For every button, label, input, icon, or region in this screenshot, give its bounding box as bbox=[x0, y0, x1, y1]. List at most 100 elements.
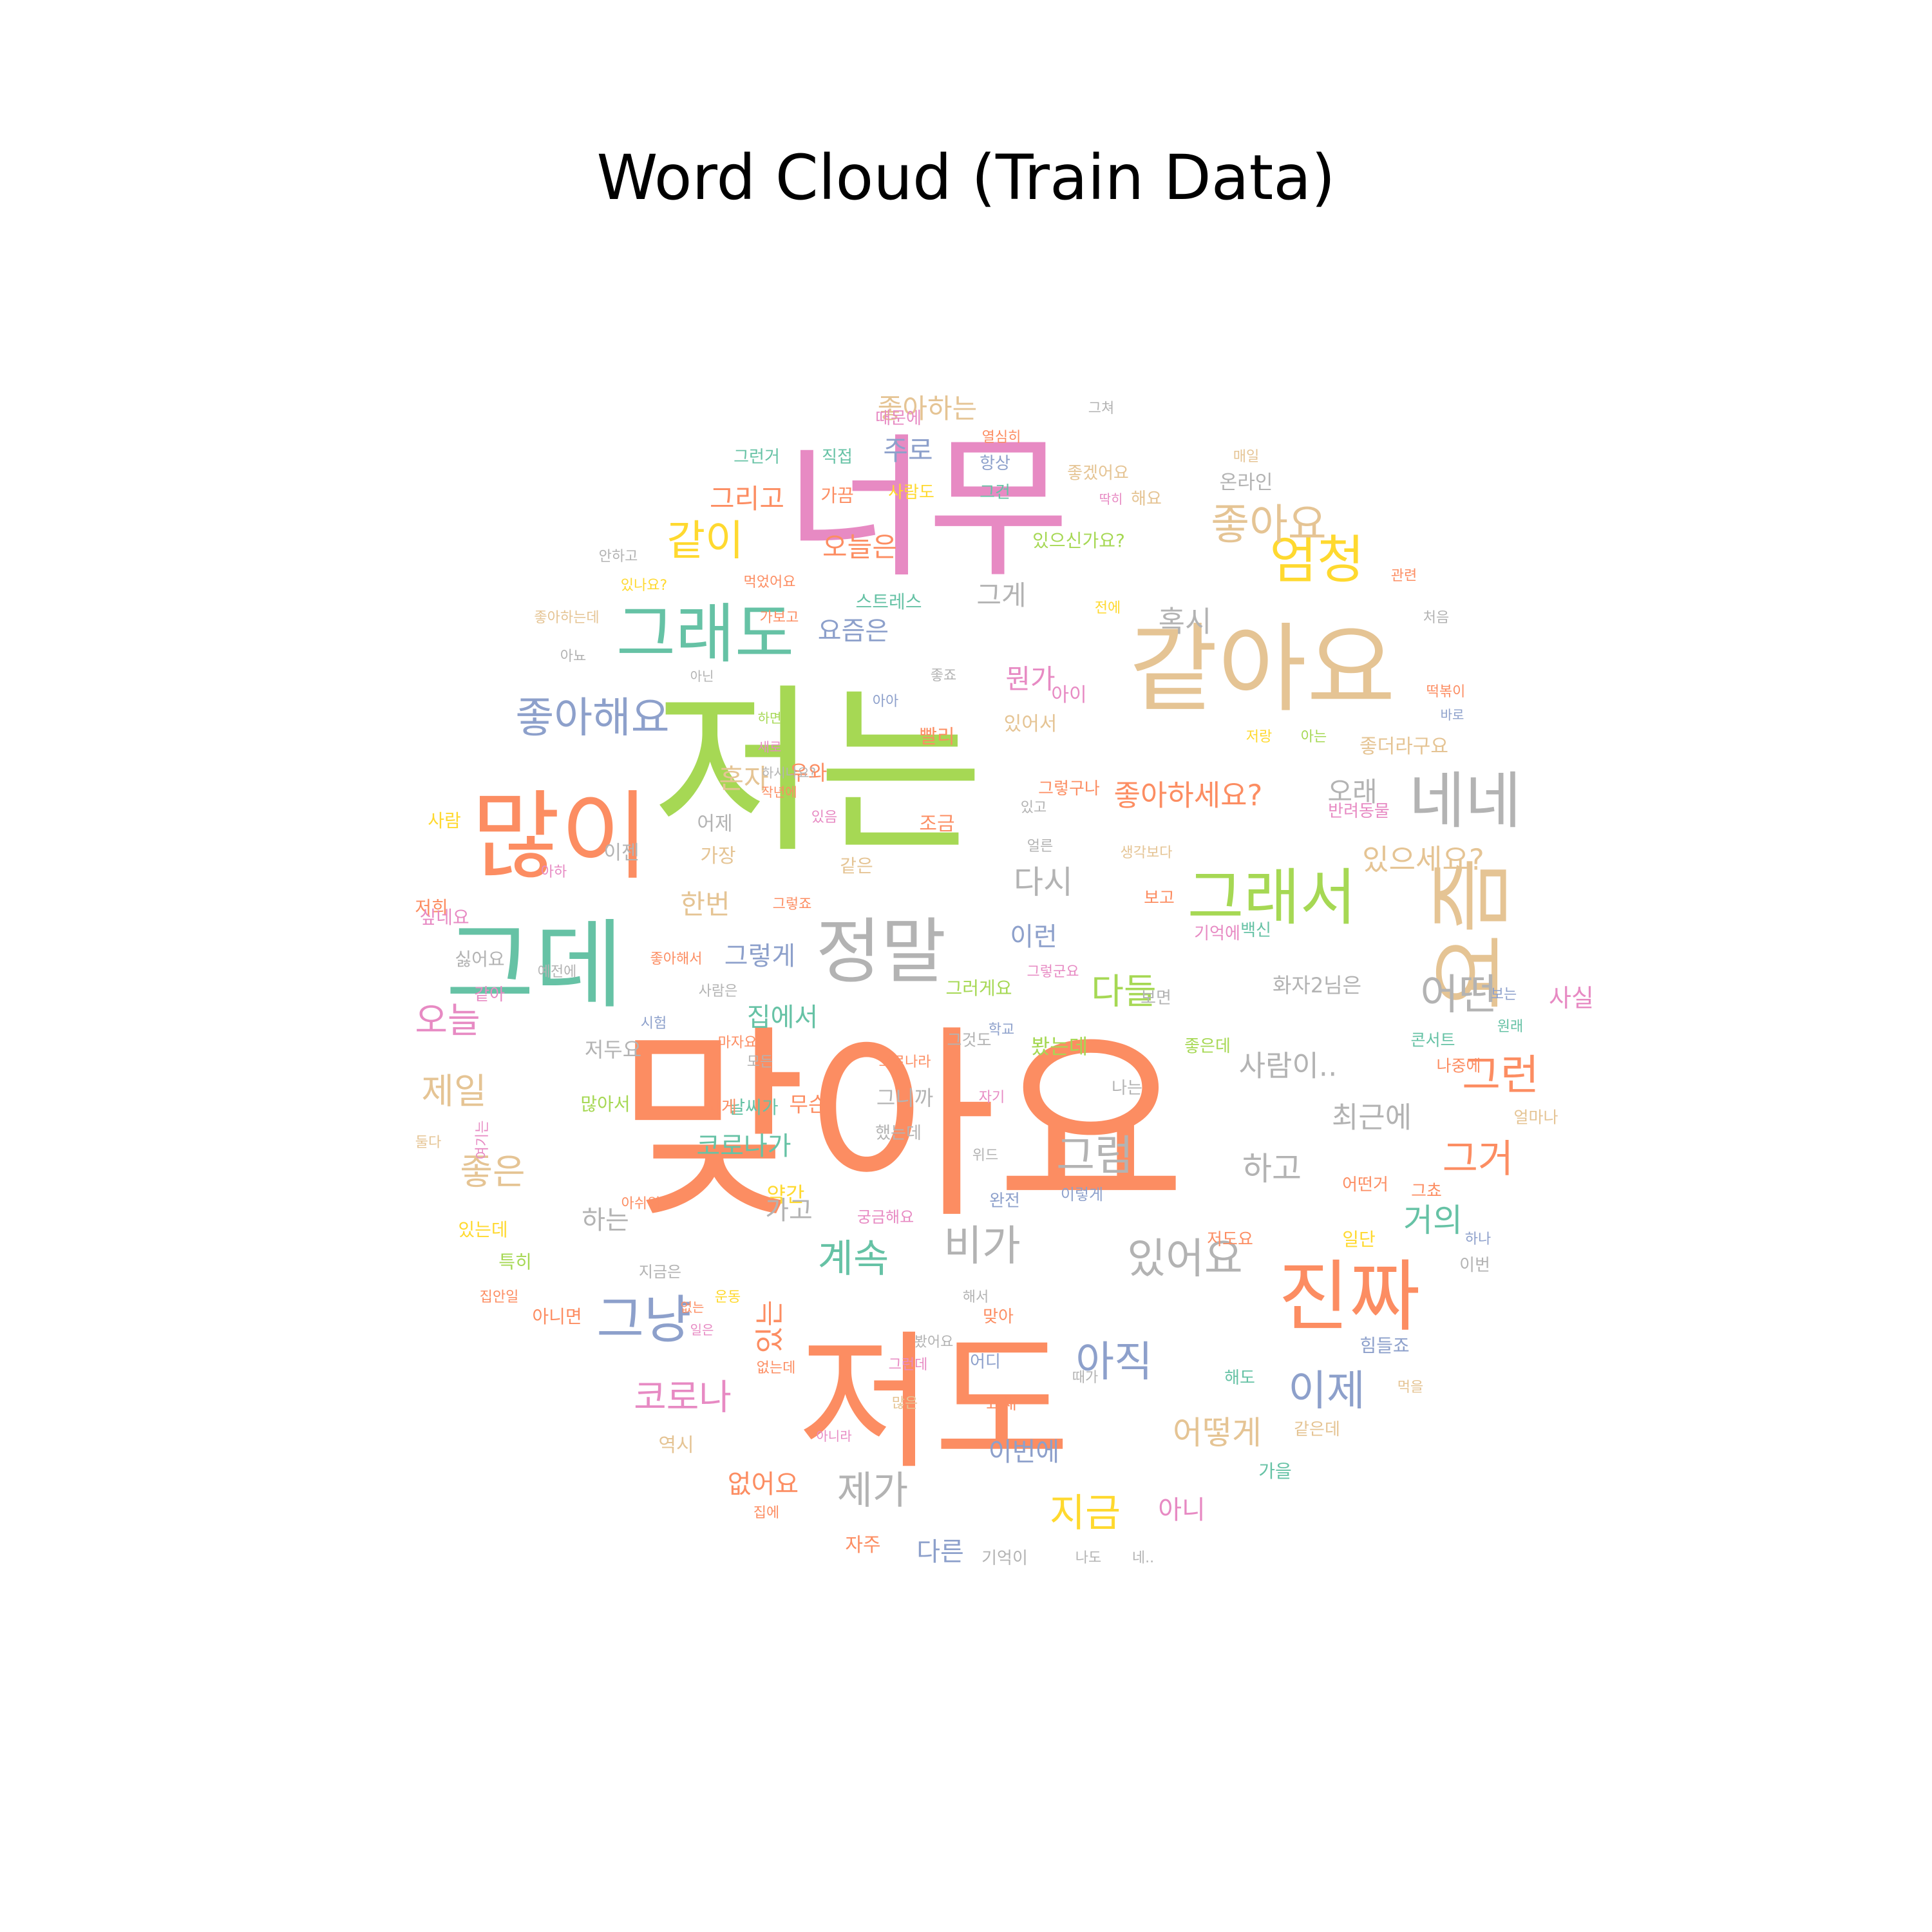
word-cloud-word: 같아 bbox=[474, 985, 505, 1005]
word-cloud-word: 좋아해서 bbox=[650, 951, 703, 967]
word-cloud-word: 해요 bbox=[1131, 489, 1162, 509]
word-cloud-word: 사실 bbox=[1549, 984, 1594, 1012]
word-cloud-word: 그쳐 bbox=[1088, 401, 1115, 417]
word-cloud-word: 다시 bbox=[1014, 864, 1073, 901]
word-cloud-word: 좋아하는데 bbox=[534, 610, 600, 626]
word-cloud-word: 약간 bbox=[766, 1182, 805, 1207]
word-cloud-word: 원래 bbox=[1497, 1019, 1524, 1035]
word-cloud-word: 아는 bbox=[1300, 729, 1327, 745]
word-cloud-word: 자주 bbox=[845, 1534, 881, 1557]
word-cloud-word: 보면 bbox=[1141, 989, 1171, 1008]
word-cloud-word: 정말 bbox=[815, 911, 947, 993]
word-cloud-word: 처음 bbox=[1423, 610, 1450, 626]
word-cloud-word: 비가 bbox=[943, 1222, 1021, 1271]
word-cloud-word: 때가 bbox=[1072, 1370, 1099, 1386]
word-cloud-word: 진짜 bbox=[1278, 1253, 1421, 1342]
word-cloud-word: 좋은데 bbox=[1184, 1037, 1231, 1056]
word-cloud-word: 그런 bbox=[1462, 1051, 1539, 1100]
word-cloud-word: 떡볶이 bbox=[1426, 684, 1466, 700]
word-cloud-word: 백신 bbox=[1240, 921, 1271, 940]
word-cloud-word: 코로나라 bbox=[878, 1054, 931, 1070]
word-cloud-word: 나도 bbox=[1075, 1550, 1102, 1566]
word-cloud-word: 예전에 bbox=[537, 964, 577, 980]
word-cloud-word: 어디 bbox=[970, 1352, 1001, 1372]
word-cloud-word: 하는 bbox=[582, 1206, 629, 1235]
word-cloud-word: 그게 bbox=[976, 580, 1027, 611]
word-cloud-word: 운동 bbox=[714, 1289, 741, 1305]
word-cloud-word: 있는 bbox=[752, 1300, 787, 1354]
word-cloud-word: 그거 bbox=[1442, 1137, 1514, 1182]
word-cloud-word: 싫어요 bbox=[455, 949, 505, 970]
word-cloud-word: 하나 bbox=[1464, 1231, 1492, 1247]
word-cloud-word: 있으세요? bbox=[1362, 842, 1484, 877]
word-cloud-word: 여기는 bbox=[475, 1120, 491, 1160]
word-cloud-word: 저도 bbox=[797, 1318, 1070, 1490]
word-cloud-word: 같은데 bbox=[1294, 1420, 1340, 1439]
word-cloud-word: 그것도 bbox=[947, 1030, 992, 1050]
word-cloud-word: 어떤거 bbox=[1342, 1175, 1388, 1195]
word-cloud-word: 사람은 bbox=[698, 983, 738, 999]
word-cloud-word: 아이 bbox=[1051, 684, 1087, 706]
word-cloud-word: 집에 bbox=[753, 1505, 780, 1521]
word-cloud-word: 없는 bbox=[680, 1300, 705, 1315]
word-cloud-word: 이제 bbox=[1288, 1367, 1365, 1416]
word-cloud-word: 화자2님은 bbox=[1272, 973, 1362, 998]
word-cloud-word: 날씨가 bbox=[728, 1097, 779, 1118]
word-cloud-word: 있나요? bbox=[620, 578, 668, 594]
word-cloud-word: 특히 bbox=[498, 1251, 532, 1273]
word-cloud-word: 빨리 bbox=[919, 726, 955, 748]
word-cloud-word: 있어요 bbox=[1127, 1235, 1243, 1283]
word-cloud-word: 요즘은 bbox=[817, 616, 889, 646]
word-cloud-word: 혼자 bbox=[719, 763, 769, 795]
word-cloud-word: 있고 bbox=[1020, 800, 1047, 816]
word-cloud-word: 콘서트 bbox=[1410, 1030, 1455, 1050]
word-cloud-word: 그렇구나 bbox=[1038, 779, 1100, 799]
word-cloud-word: 최근에 bbox=[1331, 1100, 1412, 1135]
word-cloud-word: 열심히 bbox=[981, 430, 1021, 446]
word-cloud-word: 그렇게 bbox=[724, 942, 796, 971]
word-cloud-word: 이젠 bbox=[603, 842, 639, 864]
word-cloud-word: 같이 bbox=[667, 516, 744, 565]
word-cloud-word: 하고 bbox=[1242, 1150, 1302, 1188]
word-cloud-word: 없어요 bbox=[727, 1470, 799, 1499]
word-cloud-word: 역시 bbox=[658, 1434, 694, 1457]
word-cloud-word: 좋더라구요 bbox=[1359, 735, 1448, 758]
word-cloud-word: 봤어요 bbox=[914, 1334, 954, 1350]
word-cloud-word: 지금 bbox=[1049, 1491, 1121, 1536]
word-cloud-word: 저희 bbox=[415, 897, 448, 918]
word-cloud-word: 좋겠어요 bbox=[1067, 464, 1129, 483]
word-cloud-word: 우와 bbox=[789, 761, 828, 785]
word-cloud-word: 나중에 bbox=[1436, 1056, 1481, 1075]
word-cloud-word: 아직 bbox=[1075, 1338, 1153, 1387]
word-cloud-word: 항상 bbox=[980, 454, 1010, 473]
word-cloud-word: 있음 bbox=[811, 810, 838, 826]
word-cloud-word: 이런 bbox=[1010, 922, 1057, 952]
word-cloud-word: 그런거 bbox=[734, 448, 780, 467]
word-cloud-word: 사람 bbox=[428, 810, 461, 831]
word-cloud-word: 없는데 bbox=[756, 1360, 796, 1376]
word-cloud-word: 어떤 bbox=[1420, 971, 1497, 1019]
word-cloud-word: 딱히 bbox=[1099, 491, 1123, 507]
word-cloud-word: 먹었어요 bbox=[743, 574, 796, 591]
word-cloud-word: 안하고 bbox=[598, 549, 638, 565]
word-cloud-word: 관련 bbox=[1390, 568, 1417, 584]
word-cloud-word: 아뇨 bbox=[560, 649, 587, 665]
word-cloud-word: 때문에 bbox=[875, 409, 922, 428]
word-cloud-word: 봤는데 bbox=[1030, 1034, 1088, 1059]
word-cloud-word: 뭔가 bbox=[1005, 663, 1056, 695]
word-cloud-word: 하시나요? bbox=[761, 765, 817, 781]
word-cloud-word: 자기 bbox=[978, 1090, 1005, 1106]
word-cloud-word: 있는데 bbox=[458, 1219, 508, 1240]
word-cloud-word: 작년에 bbox=[761, 784, 797, 800]
word-cloud-word: 좋아요 bbox=[1211, 500, 1327, 549]
word-cloud-word: 이번 bbox=[1459, 1256, 1490, 1275]
word-cloud-word: 코로나 bbox=[634, 1376, 732, 1418]
word-cloud-word: 온라인 bbox=[1219, 471, 1273, 494]
word-cloud-word: 지금은 bbox=[638, 1263, 682, 1281]
word-cloud-word: 그러게요 bbox=[945, 978, 1012, 999]
word-cloud-word: 많은 bbox=[891, 1396, 918, 1412]
word-cloud-word: 오래 bbox=[1327, 776, 1378, 808]
word-cloud-word: 아니면 bbox=[532, 1306, 582, 1327]
